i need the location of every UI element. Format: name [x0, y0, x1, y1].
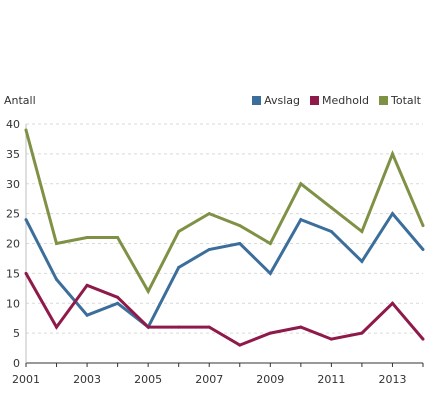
data-point-medhold-2006 [177, 325, 181, 329]
data-point-medhold-2009 [268, 331, 272, 335]
data-point-medhold-2001 [24, 271, 28, 275]
data-point-totalt-2002 [55, 242, 59, 245]
series-line-avslag [24, 211, 425, 330]
data-point-totalt-2011 [329, 206, 333, 210]
series-line-medhold [24, 272, 425, 347]
y-tick-label-20: 20 [6, 238, 20, 251]
data-point-totalt-2004 [116, 236, 120, 240]
data-point-totalt-2009 [268, 242, 272, 245]
data-point-medhold-2010 [299, 325, 303, 329]
legend-item-avslag: Avslag [252, 94, 300, 107]
data-point-avslag-2009 [268, 271, 272, 275]
legend-swatch-avslag [252, 96, 262, 105]
y-tick-label-30: 30 [6, 178, 20, 191]
data-point-totalt-2001 [24, 128, 28, 132]
y-axis-label: Antall [4, 94, 36, 107]
x-tick-label-2011: 2011 [317, 373, 345, 386]
data-point-totalt-2010 [299, 182, 303, 186]
x-tick-label-2009: 2009 [256, 373, 284, 386]
y-tick-label-5: 5 [13, 327, 20, 340]
data-point-avslag-2006 [177, 265, 181, 269]
y-tick-label-10: 10 [6, 297, 20, 310]
y-tick-label-35: 35 [6, 148, 20, 161]
x-tick-label-2005: 2005 [134, 373, 162, 386]
legend-label-avslag: Avslag [264, 94, 300, 107]
data-point-totalt-2008 [238, 224, 242, 228]
legend-label-medhold: Medhold [322, 94, 369, 107]
data-point-totalt-2013 [390, 152, 394, 156]
data-point-totalt-2007 [207, 212, 211, 216]
y-tick-label-25: 25 [6, 208, 20, 221]
data-point-medhold-2002 [55, 325, 59, 329]
data-point-avslag-2013 [390, 212, 394, 216]
data-point-medhold-2012 [360, 331, 364, 335]
y-tick-label-40: 40 [6, 118, 20, 131]
data-point-medhold-2013 [390, 301, 394, 305]
data-point-medhold-2014 [421, 337, 425, 341]
data-point-totalt-2012 [360, 230, 364, 234]
data-point-totalt-2005 [146, 289, 150, 293]
data-point-medhold-2007 [207, 325, 211, 329]
data-point-avslag-2004 [116, 301, 120, 305]
x-tick-label-2013: 2013 [378, 373, 406, 386]
legend-swatch-medhold [310, 96, 319, 105]
y-tick-label-0: 0 [13, 357, 20, 370]
x-tick-label-2003: 2003 [73, 373, 101, 386]
data-point-avslag-2010 [299, 218, 303, 222]
data-point-avslag-2014 [421, 247, 425, 251]
legend-swatch-totalt [378, 96, 388, 105]
data-point-medhold-2011 [329, 337, 333, 341]
data-point-totalt-2014 [421, 224, 425, 228]
y-tick-label-15: 15 [6, 267, 20, 280]
data-point-avslag-2012 [360, 259, 364, 263]
series-line-totalt [24, 129, 425, 295]
data-point-totalt-2006 [177, 230, 181, 234]
data-point-medhold-2005 [146, 325, 150, 329]
legend-item-medhold: Medhold [310, 94, 369, 107]
data-point-totalt-2003 [85, 236, 89, 240]
x-tick-label-2007: 2007 [195, 373, 223, 386]
x-tick-label-2001: 2001 [12, 373, 40, 386]
data-point-avslag-2001 [24, 218, 28, 222]
data-point-avslag-2003 [85, 313, 89, 317]
data-point-avslag-2002 [55, 277, 59, 281]
data-point-avslag-2007 [207, 247, 211, 251]
legend: Avslag Medhold Totalt [252, 94, 421, 107]
data-point-avslag-2008 [238, 242, 242, 245]
data-point-medhold-2004 [116, 295, 120, 299]
data-point-avslag-2011 [329, 230, 333, 234]
legend-label-totalt: Totalt [390, 94, 421, 107]
data-point-medhold-2008 [238, 343, 242, 347]
legend-item-totalt: Totalt [378, 94, 421, 107]
data-point-medhold-2003 [85, 283, 89, 287]
